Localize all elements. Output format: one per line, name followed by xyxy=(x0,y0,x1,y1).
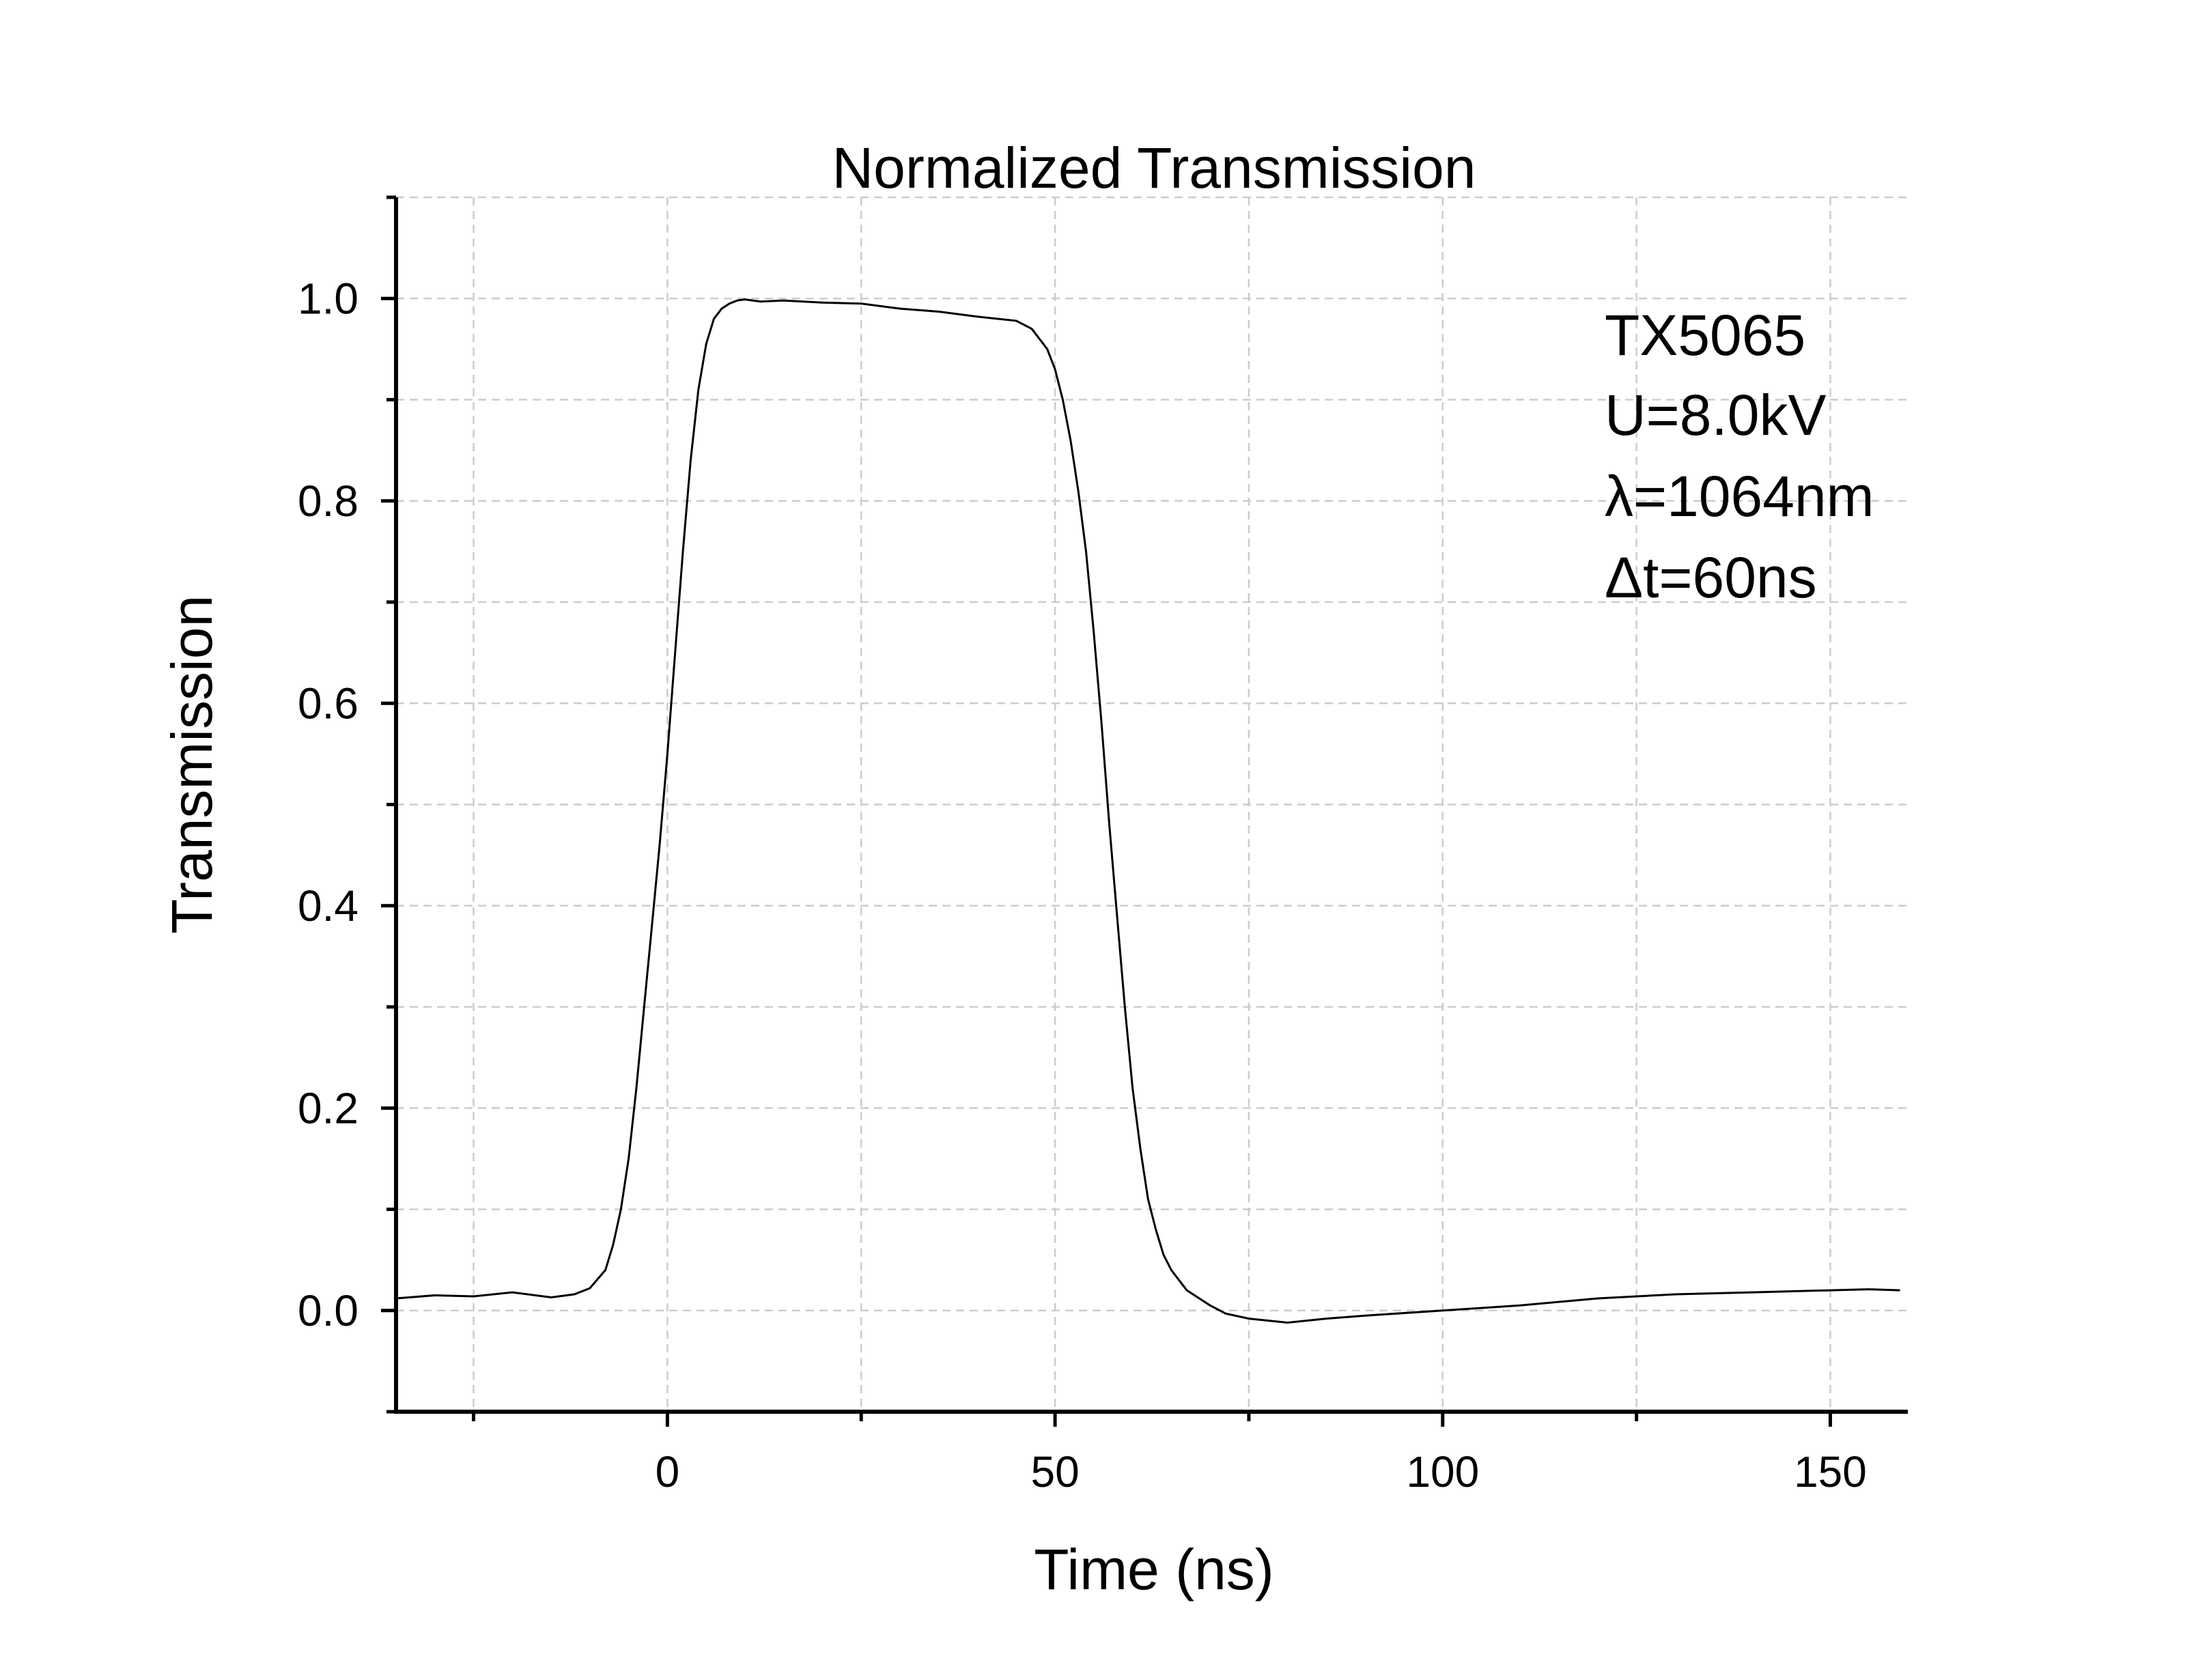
annotation-model: TX5065 xyxy=(1605,303,1805,367)
y-tick-label: 0.6 xyxy=(298,679,358,728)
annotation-box: TX5065 U=8.0kV λ=1064nm Δt=60ns xyxy=(1605,303,1874,610)
y-tick-label: 0.4 xyxy=(298,881,358,930)
x-tick-label: 150 xyxy=(1794,1447,1867,1496)
annotation-wavelength: λ=1064nm xyxy=(1605,464,1874,528)
y-tick-label: 0.2 xyxy=(298,1083,358,1133)
x-axis-label: Time (ns) xyxy=(1034,1537,1274,1601)
annotation-pulse-width: Δt=60ns xyxy=(1605,545,1817,610)
y-tick-label: 1.0 xyxy=(298,274,358,323)
x-tick-label: 50 xyxy=(1030,1447,1079,1496)
x-tick-label: 100 xyxy=(1406,1447,1479,1496)
grid xyxy=(396,196,1908,1412)
tick-labels: 0 50 100 150 0.0 0.2 0.4 0.6 0.8 1.0 xyxy=(298,274,1867,1496)
chart-title: Normalized Transmission xyxy=(832,136,1476,200)
x-tick-label: 0 xyxy=(656,1447,680,1496)
annotation-voltage: U=8.0kV xyxy=(1605,383,1827,447)
series-line xyxy=(395,298,1900,1324)
y-tick-label: 0.0 xyxy=(298,1286,358,1335)
y-axis-label: Transmission xyxy=(160,595,224,934)
axis-ticks xyxy=(381,195,1832,1427)
y-tick-label: 0.8 xyxy=(298,476,358,526)
